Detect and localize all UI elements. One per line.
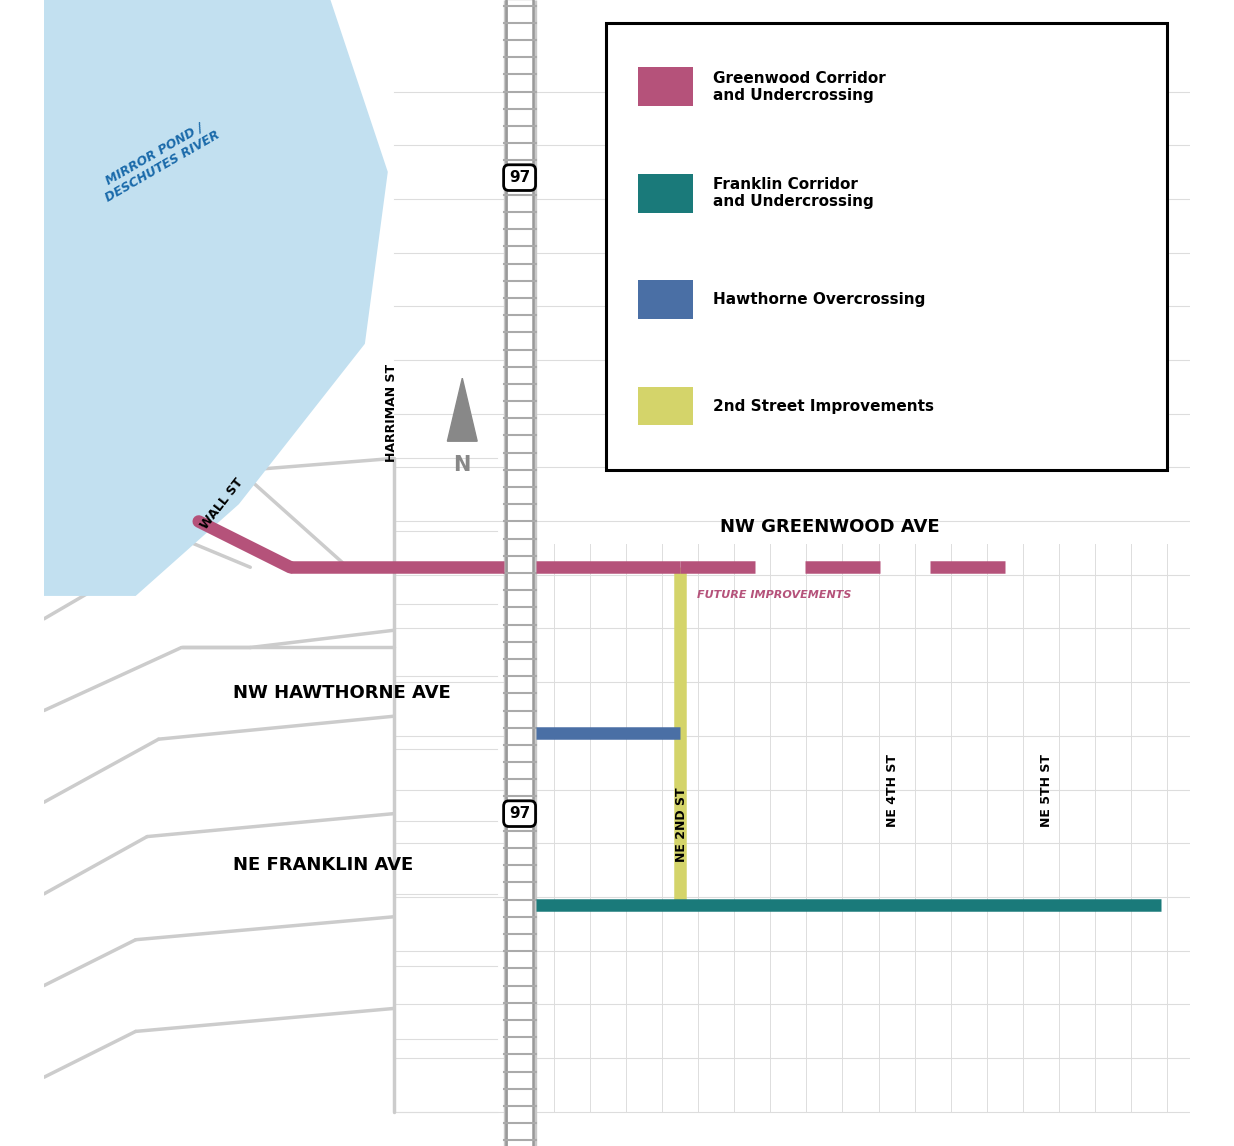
Polygon shape xyxy=(44,0,387,596)
Text: MIRROR POND /
DESCHUTES RIVER: MIRROR POND / DESCHUTES RIVER xyxy=(95,116,222,205)
FancyBboxPatch shape xyxy=(606,23,1167,470)
Text: 97: 97 xyxy=(508,806,531,822)
Polygon shape xyxy=(448,378,478,441)
Text: HARRIMAN ST: HARRIMAN ST xyxy=(385,363,397,462)
Text: WALL ST: WALL ST xyxy=(197,477,246,532)
Text: Franklin Corridor
and Undercrossing: Franklin Corridor and Undercrossing xyxy=(713,176,874,210)
Bar xyxy=(638,68,692,107)
Text: NE 5TH ST: NE 5TH ST xyxy=(1040,754,1054,827)
Text: 97: 97 xyxy=(508,170,531,186)
Text: NW HAWTHORNE AVE: NW HAWTHORNE AVE xyxy=(233,684,450,702)
Text: N: N xyxy=(454,455,471,474)
Bar xyxy=(638,280,692,319)
Text: Hawthorne Overcrossing: Hawthorne Overcrossing xyxy=(713,292,926,307)
Text: FUTURE IMPROVEMENTS: FUTURE IMPROVEMENTS xyxy=(697,590,851,601)
Text: Greenwood Corridor
and Undercrossing: Greenwood Corridor and Undercrossing xyxy=(713,71,886,103)
Text: NE FRANKLIN AVE: NE FRANKLIN AVE xyxy=(233,856,413,874)
Text: 2nd Street Improvements: 2nd Street Improvements xyxy=(713,399,934,414)
Bar xyxy=(638,174,692,213)
Text: NE 2ND ST: NE 2ND ST xyxy=(675,787,687,863)
Text: NW GREENWOOD AVE: NW GREENWOOD AVE xyxy=(721,518,940,536)
Bar xyxy=(638,386,692,425)
Text: NE 4TH ST: NE 4TH ST xyxy=(886,754,898,827)
